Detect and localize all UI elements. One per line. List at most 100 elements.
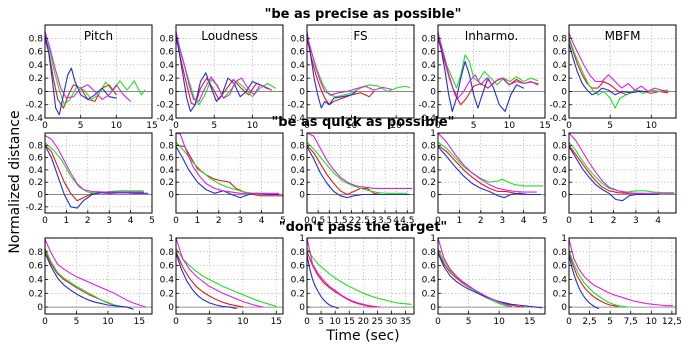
axes-frame [175,24,284,119]
series-magenta [437,32,539,99]
panel-r2-c2: 0 1 2 3 4 5 0 0.2 0.4 0.6 0.8 1 [160,129,286,226]
y-tick-label: 0.2 [291,289,305,299]
axes-frame [568,237,677,315]
series-green [568,249,629,308]
x-tick-label: 5 [318,317,324,327]
series-magenta [568,238,674,307]
y-tick-label: -0.2 [287,101,305,111]
series-red [175,251,244,308]
y-tick-label: 0 [37,87,43,97]
panel-r3-c1: "don't pass the target"0 5 10 1500.20.40.60… [29,220,448,327]
x-tick-label: 5 [74,317,80,327]
x-tick-label: 0 [435,121,441,131]
y-tick-label: 0.2 [291,178,305,188]
y-tick-label: -0.2 [549,101,567,111]
x-tick-label: 5 [466,317,472,327]
x-tick-label: 0 [42,317,48,327]
axes-frame [44,24,153,119]
panel-r1-c1: "be as precise as possible"0 5 10 15-0.4-0.… [25,7,461,131]
series-blue [437,31,525,112]
panel-r1-c3: 0 10 20 -0.4 -0.2 0 0.2 0.4 0.6 0.8 FS [287,24,415,131]
x-tick-label: 15 [344,317,355,327]
panel-r3-c2: 0 5 10 15 0 0.2 0.4 0.6 0.8 1 [160,234,284,327]
series-blue [568,145,659,202]
panel-label: FS [353,29,367,43]
y-tick-label: 0.4 [422,166,437,176]
series-green [175,141,273,196]
x-tick-label: 2 [349,216,355,226]
row-title: "be as precise as possible" [265,7,462,22]
y-tick-label: 0.2 [422,289,436,299]
x-tick-label: 2 [85,216,91,226]
y-tick-label: 0 [168,303,174,313]
x-tick-label: 0 [304,121,310,131]
y-tick-label: 0.8 [553,141,568,151]
axes-frame [306,24,415,119]
y-tick-label: 0 [299,87,305,97]
series-green [437,34,539,89]
x-tick-label: 3 [499,216,505,226]
series-blue [568,43,648,96]
series-green [44,247,122,307]
panel-r2-c1: "be as quick as possible"0 1 2 3 4 5-0.200.20… [25,115,454,226]
y-tick-label: 0.8 [29,248,44,258]
y-tick-label: 0.4 [291,275,306,285]
y-tick-label: 0.4 [553,166,568,176]
series-red [306,251,376,308]
y-tick-label: 0.6 [291,48,306,58]
y-tick-label: 0.4 [422,275,437,285]
series-magenta [306,34,393,96]
series-green [306,141,408,194]
x-tick-label: 1 [326,216,332,226]
y-tick-label: 0 [37,191,43,201]
x-tick-label: 5 [149,216,155,226]
series-magenta [44,134,144,193]
series-magenta [44,238,147,308]
y-tick-label: 0 [37,303,43,313]
series-red [437,37,539,106]
y-tick-label: 0.6 [553,154,568,164]
x-tick-label: 10 [504,121,516,131]
y-tick-label: 0.6 [291,262,306,272]
axes-frame [437,24,546,119]
x-tick-label: 3 [633,216,639,226]
y-axis-label: Normalized distance [7,110,23,253]
axes-frame [437,132,546,214]
y-tick-label: 1 [168,234,174,244]
series-green [306,247,412,305]
x-tick-label: 0 [435,317,441,327]
series-blue [306,31,357,109]
x-tick-label: 10 [237,317,249,327]
y-tick-label: 0.6 [553,48,568,58]
series-blue [44,34,117,116]
series-green [44,36,146,106]
x-tick-label: 15 [524,317,535,327]
x-tick-label: 35 [400,317,411,327]
series-blue [44,144,149,209]
series-green [44,142,144,194]
series-red [568,251,619,308]
x-tick-label: 30 [386,317,398,327]
x-tick-label: 10 [493,317,505,327]
x-tick-label: 1.5 [333,216,347,226]
series-green [437,247,512,308]
x-tick-label: 5 [471,121,477,131]
panel-label: Pitch [84,29,113,43]
y-tick-label: 0.6 [553,262,568,272]
y-tick-label: 0.8 [291,141,306,151]
y-tick-label: 0.8 [29,34,44,44]
y-tick-label: -0.2 [25,101,43,111]
y-tick-label: 0 [430,303,436,313]
x-tick-label: 10 [111,121,123,131]
series-blue [568,254,600,310]
axes-frame [306,132,415,214]
x-tick-label: 10 [646,121,658,131]
axes-frame [437,237,546,315]
y-tick-label: 0.4 [29,61,44,71]
x-tick-label: 0 [42,216,48,226]
y-tick-label: 0.2 [422,74,436,84]
y-tick-label: 0.4 [160,166,175,176]
y-tick-label: 0.2 [29,178,43,188]
x-axis-label: Time (sec) [325,328,399,344]
y-tick-label: 0.2 [553,74,567,84]
